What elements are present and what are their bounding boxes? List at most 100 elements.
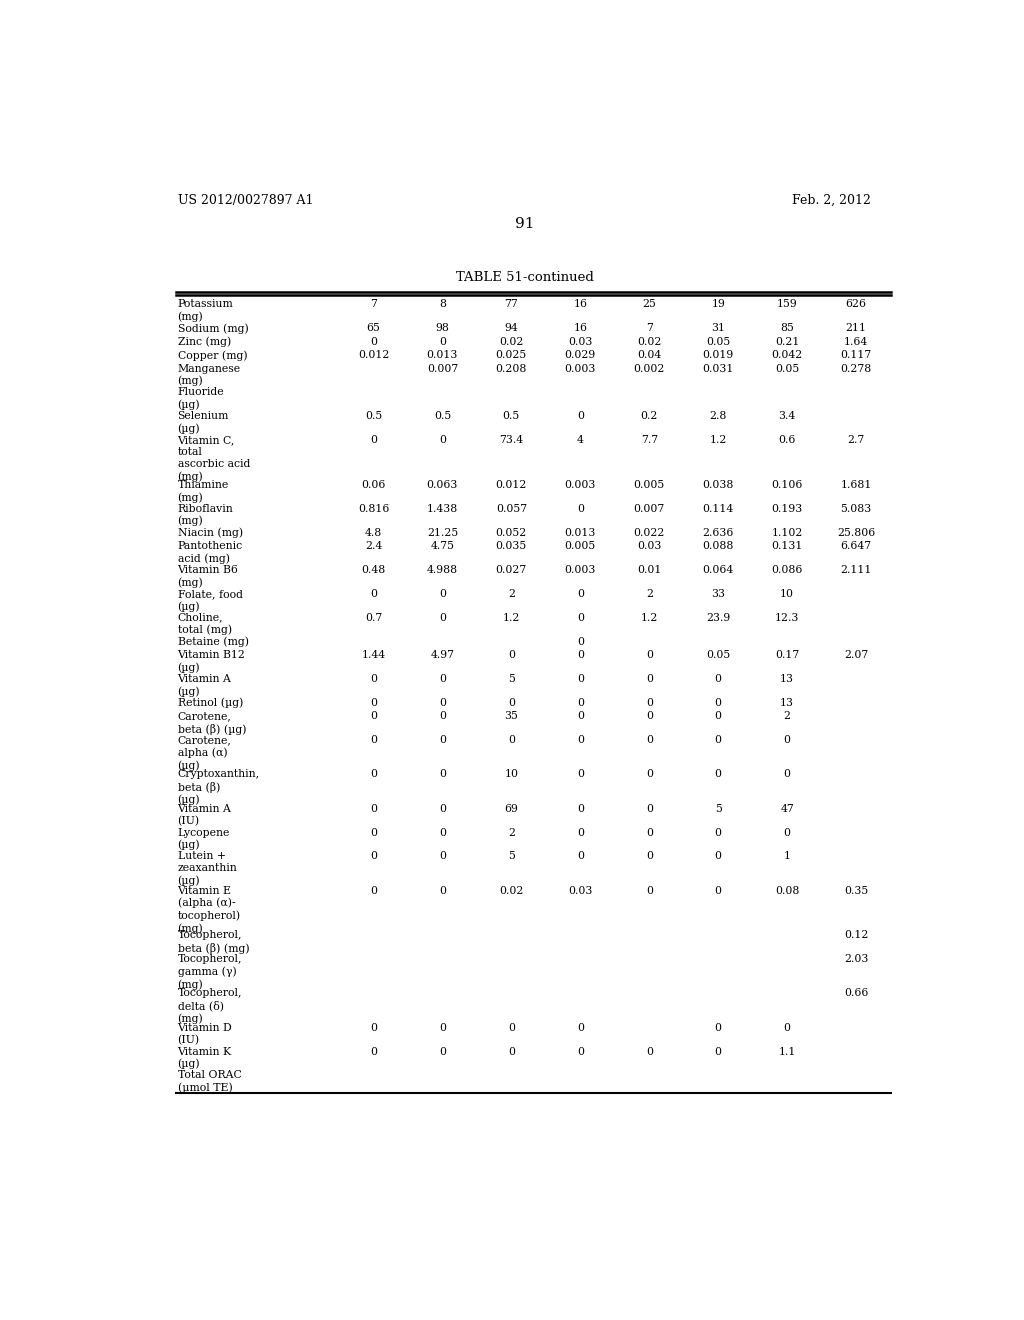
Text: 0: 0: [715, 711, 722, 721]
Text: 1.681: 1.681: [841, 480, 871, 490]
Text: 0: 0: [715, 770, 722, 779]
Text: 69: 69: [505, 804, 518, 813]
Text: Feb. 2, 2012: Feb. 2, 2012: [793, 194, 871, 207]
Text: 35: 35: [505, 711, 518, 721]
Text: Thiamine
(mg): Thiamine (mg): [177, 480, 228, 503]
Text: 0: 0: [370, 711, 377, 721]
Text: Vitamin E
(alpha (α)-
tocopherol)
(mg): Vitamin E (alpha (α)- tocopherol) (mg): [177, 886, 241, 933]
Text: Folate, food
(µg): Folate, food (µg): [177, 589, 243, 611]
Text: 0: 0: [577, 649, 584, 660]
Text: 0: 0: [715, 1023, 722, 1032]
Text: 77: 77: [505, 300, 518, 309]
Text: 0: 0: [439, 828, 445, 837]
Text: 0.08: 0.08: [775, 886, 800, 896]
Text: 0: 0: [370, 337, 377, 347]
Text: Vitamin K
(µg): Vitamin K (µg): [177, 1047, 231, 1069]
Text: 10: 10: [505, 770, 518, 779]
Text: 21.25: 21.25: [427, 528, 458, 537]
Text: 33: 33: [712, 589, 725, 599]
Text: 0.7: 0.7: [365, 612, 382, 623]
Text: 0.007: 0.007: [634, 504, 665, 513]
Text: 0: 0: [370, 675, 377, 684]
Text: 0: 0: [715, 735, 722, 744]
Text: 0: 0: [439, 612, 445, 623]
Text: 2: 2: [646, 589, 652, 599]
Text: 0: 0: [508, 1023, 515, 1032]
Text: 0: 0: [370, 436, 377, 445]
Text: 2.8: 2.8: [710, 412, 727, 421]
Text: 0: 0: [577, 1047, 584, 1056]
Text: 0: 0: [439, 436, 445, 445]
Text: 2: 2: [783, 711, 791, 721]
Text: Sodium (mg): Sodium (mg): [177, 323, 249, 334]
Text: 0: 0: [439, 1023, 445, 1032]
Text: 0: 0: [439, 698, 445, 708]
Text: 0: 0: [646, 675, 652, 684]
Text: 8: 8: [439, 300, 445, 309]
Text: 0.816: 0.816: [357, 504, 389, 513]
Text: 0: 0: [715, 828, 722, 837]
Text: 626: 626: [846, 300, 866, 309]
Text: Carotene,
beta (β) (µg): Carotene, beta (β) (µg): [177, 711, 246, 734]
Text: 0: 0: [370, 735, 377, 744]
Text: 10: 10: [780, 589, 795, 599]
Text: 2.4: 2.4: [365, 541, 382, 550]
Text: 0.012: 0.012: [357, 350, 389, 360]
Text: Vitamin A
(IU): Vitamin A (IU): [177, 804, 231, 826]
Text: 0.05: 0.05: [707, 337, 730, 347]
Text: 5: 5: [508, 675, 515, 684]
Text: 5: 5: [715, 804, 722, 813]
Text: 0: 0: [783, 1023, 791, 1032]
Text: 0: 0: [783, 828, 791, 837]
Text: 0.005: 0.005: [564, 541, 596, 550]
Text: 0.012: 0.012: [496, 480, 527, 490]
Text: 0.66: 0.66: [844, 989, 868, 998]
Text: 0.086: 0.086: [771, 565, 803, 576]
Text: 16: 16: [573, 323, 588, 333]
Text: 0: 0: [370, 589, 377, 599]
Text: 4.8: 4.8: [365, 528, 382, 537]
Text: 23.9: 23.9: [707, 612, 730, 623]
Text: 25: 25: [642, 300, 656, 309]
Text: 0.2: 0.2: [641, 412, 658, 421]
Text: Vitamin B12
(µg): Vitamin B12 (µg): [177, 649, 246, 673]
Text: 7.7: 7.7: [641, 436, 657, 445]
Text: 85: 85: [780, 323, 794, 333]
Text: 2.07: 2.07: [844, 649, 868, 660]
Text: 0.17: 0.17: [775, 649, 800, 660]
Text: 0: 0: [577, 412, 584, 421]
Text: 0.031: 0.031: [702, 363, 734, 374]
Text: 0.019: 0.019: [702, 350, 734, 360]
Text: 0.02: 0.02: [637, 337, 662, 347]
Text: 0.21: 0.21: [775, 337, 800, 347]
Text: 211: 211: [846, 323, 866, 333]
Text: 0: 0: [370, 828, 377, 837]
Text: 0.5: 0.5: [365, 412, 382, 421]
Text: Selenium
(µg): Selenium (µg): [177, 412, 229, 434]
Text: 4.75: 4.75: [430, 541, 455, 550]
Text: 0.02: 0.02: [499, 886, 523, 896]
Text: 0: 0: [439, 886, 445, 896]
Text: 0.002: 0.002: [634, 363, 665, 374]
Text: 6.647: 6.647: [841, 541, 871, 550]
Text: 13: 13: [780, 675, 795, 684]
Text: 73.4: 73.4: [500, 436, 523, 445]
Text: 4.97: 4.97: [430, 649, 455, 660]
Text: 19: 19: [712, 300, 725, 309]
Text: Vitamin A
(µg): Vitamin A (µg): [177, 675, 231, 697]
Text: 0: 0: [439, 851, 445, 862]
Text: 0: 0: [715, 1047, 722, 1056]
Text: 12.3: 12.3: [775, 612, 800, 623]
Text: 0: 0: [439, 1047, 445, 1056]
Text: 0: 0: [646, 804, 652, 813]
Text: 7: 7: [370, 300, 377, 309]
Text: 0: 0: [577, 1023, 584, 1032]
Text: 0.02: 0.02: [499, 337, 523, 347]
Text: Zinc (mg): Zinc (mg): [177, 337, 230, 347]
Text: 1.102: 1.102: [771, 528, 803, 537]
Text: 0: 0: [577, 770, 584, 779]
Text: 0.003: 0.003: [564, 565, 596, 576]
Text: 0: 0: [370, 804, 377, 813]
Text: Choline,
total (mg): Choline, total (mg): [177, 612, 231, 635]
Text: Retinol (µg): Retinol (µg): [177, 698, 243, 709]
